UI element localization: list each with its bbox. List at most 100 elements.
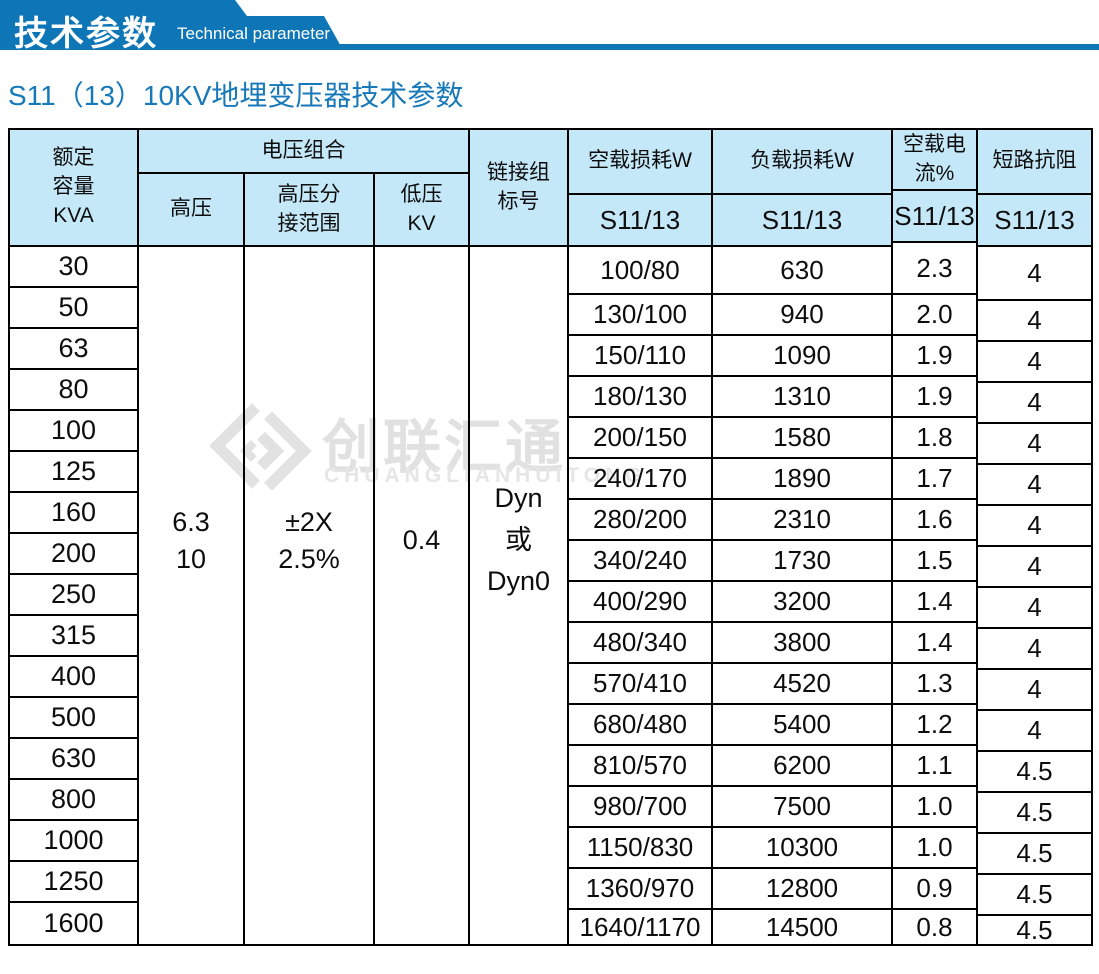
table-cell-impedance: 4 [978,547,1091,588]
table-cell-kva: 63 [10,329,137,370]
table-cell-no_load_loss: 1640/1170 [579,911,701,942]
table-cell-kva: 160 [10,493,137,534]
table-cell-impedance: 4 [978,383,1091,424]
page-title: S11（13）10KV地埋变压器技术参数 [8,80,464,111]
table-cell-no_load_current: 1.0 [893,828,976,869]
banner-title: 技术参数 [14,15,158,53]
table-cell-kva: 315 [10,616,137,657]
table-cell-no_load_loss: 570/410 [569,664,711,705]
value-line: 6.3 [172,507,210,538]
table-cell-kva: 1600 [43,908,104,938]
table-cell-impedance: 4 [978,711,1091,752]
table-cell-kva: 80 [10,370,137,411]
column-lv: 低压 KV 0.4 [373,174,468,944]
table-cell-impedance: 4 [978,506,1091,547]
table-cell-no_load_loss: 200/150 [569,418,711,459]
table-cell-no_load_current: 1.7 [893,459,976,500]
table-cell-no_load_current: 1.4 [893,623,976,664]
table-cell-kva: 1250 [10,862,137,903]
voltage-subcolumns: 高压 6.3 10 高压分 接范围 ±2X 2.5% [139,174,468,944]
column-link-group: 链接组 标号 Dyn 或 Dyn0 [468,130,567,944]
header-series-s11-13: S11/13 [569,195,711,247]
table-cell-impedance: 4.5 [978,752,1091,793]
merged-hv-value: 6.3 10 [139,247,243,944]
table-cell-load_loss: 2310 [713,500,891,541]
table-cell-kva: 1000 [10,821,137,862]
no-load-loss-cells: 100/80 130/100 150/110 180/130 200/150 240/17… [569,247,711,944]
table-cell-no_load_current: 1.4 [893,582,976,623]
header-series-s11-13: S11/13 [713,195,891,247]
header-series-s11-13: S11/13 [978,195,1091,247]
table-cell-kva: 30 [10,247,137,288]
table-cell-no_load_current: 1.3 [893,664,976,705]
load-loss-cells: 630 940 1090 1310 1580 1890 2310 1730 3200 3800 45… [713,247,891,944]
header-hv: 高压 [139,174,243,247]
header-line: 链接组 [487,160,550,184]
table-cell-no_load_current: 0.9 [893,869,976,910]
header-lv: 低压 KV [375,174,468,247]
table-cell-load_loss: 4520 [713,664,891,705]
table-cell-no_load_current: 2.0 [893,295,976,336]
column-group-voltage: 电压组合 高压 6.3 10 高压分 接范围 ±2X 2. [137,130,468,944]
column-no-load-loss: 空载损耗W S11/13 100/80 130/100 150/110 180/130… [567,130,711,944]
header-line: 接范围 [277,211,341,235]
column-load-loss: 负载损耗W S11/13 630 940 1090 1310 1580 1890 2310 1… [711,130,891,944]
table-cell-no_load_loss: 130/100 [569,295,711,336]
table-cell-no_load_loss: 810/570 [569,746,711,787]
table-cell-load_loss: 7500 [713,787,891,828]
table-cell-kva: 630 [10,739,137,780]
table-cell-load_loss: 10300 [713,828,891,869]
table-cell-impedance: 4 [978,670,1091,711]
table-cell-load_loss: 1580 [713,418,891,459]
table-cell-no_load_loss: 340/240 [569,541,711,582]
header-line: 标号 [497,189,540,213]
table-cell-no_load_loss: 240/170 [569,459,711,500]
value-line: ±2X [285,507,333,538]
table-cell-impedance: 4 [978,247,1091,301]
watermark: 创联汇通 CHUANGLIANHUITONG [210,398,810,528]
table-cell-impedance: 4.5 [978,834,1091,875]
table-cell-impedance: 4.5 [978,875,1091,916]
brand-diamond-icon [210,403,312,491]
table-cell-kva: 200 [10,534,137,575]
table-cell-kva: 50 [10,288,137,329]
table-cell-load_loss: 14500 [765,911,839,942]
table-cell-no_load_loss: 150/110 [569,336,711,377]
header-rated-capacity: 额定 容量 KVA [10,130,137,247]
column-no-load-current: 空载电流% S11/13 2.3 2.0 1.9 1.9 1.8 1.7 1.6 1.5 1.4… [891,130,976,944]
table-cell-no_load_loss: 480/340 [569,623,711,664]
table-cell-no_load_loss: 180/130 [569,377,711,418]
table-cell-no_load_loss: 680/480 [569,705,711,746]
table-cell-no_load_loss: 400/290 [569,582,711,623]
table-cell-impedance: 4 [978,301,1091,342]
value-line: Dyn0 [486,566,551,597]
merged-link-value: Dyn 或 Dyn0 [470,247,567,944]
header-series-s11-13: S11/13 [893,191,976,243]
table-cell-no_load_current: 1.2 [893,705,976,746]
table-cell-load_loss: 1090 [713,336,891,377]
banner-underline [331,44,1099,50]
watermark-cn-text: 创联汇通 [322,415,567,480]
value-line: 2.5% [278,543,340,574]
table-cell-load_loss: 12800 [713,869,891,910]
header-impedance: 短路抗阻 [978,130,1091,195]
table-cell-kva: 250 [10,575,137,616]
banner: 技术参数 Technical parameter [0,0,1099,53]
header-line: KVA [53,203,94,227]
table-cell-load_loss: 1730 [713,541,891,582]
no-load-current-cells: 2.3 2.0 1.9 1.9 1.8 1.7 1.6 1.5 1.4 1.4 1.3 1.2 1.1 1… [893,243,976,944]
table-cell-no_load_loss: 980/700 [569,787,711,828]
table-cell-impedance: 4.5 [1016,914,1053,945]
column-rated-capacity: 额定 容量 KVA 30 50 63 80 100 125 160 200 250 315 400 5… [10,130,137,944]
header-line: 高压分 [277,182,341,206]
table-cell-impedance: 4 [978,465,1091,506]
column-hv-tap-range: 高压分 接范围 ±2X 2.5% [243,174,373,944]
parameters-table: 额定 容量 KVA 30 50 63 80 100 125 160 200 250 315 400 5… [8,128,1093,946]
merged-tap-value: ±2X 2.5% [245,247,373,944]
header-no-load-loss: 空载损耗W [569,130,711,195]
table-cell-load_loss: 5400 [713,705,891,746]
merged-lv-value: 0.4 [402,525,441,556]
table-cell-kva: 125 [10,452,137,493]
table-cell-no_load_loss: 1150/830 [569,828,711,869]
